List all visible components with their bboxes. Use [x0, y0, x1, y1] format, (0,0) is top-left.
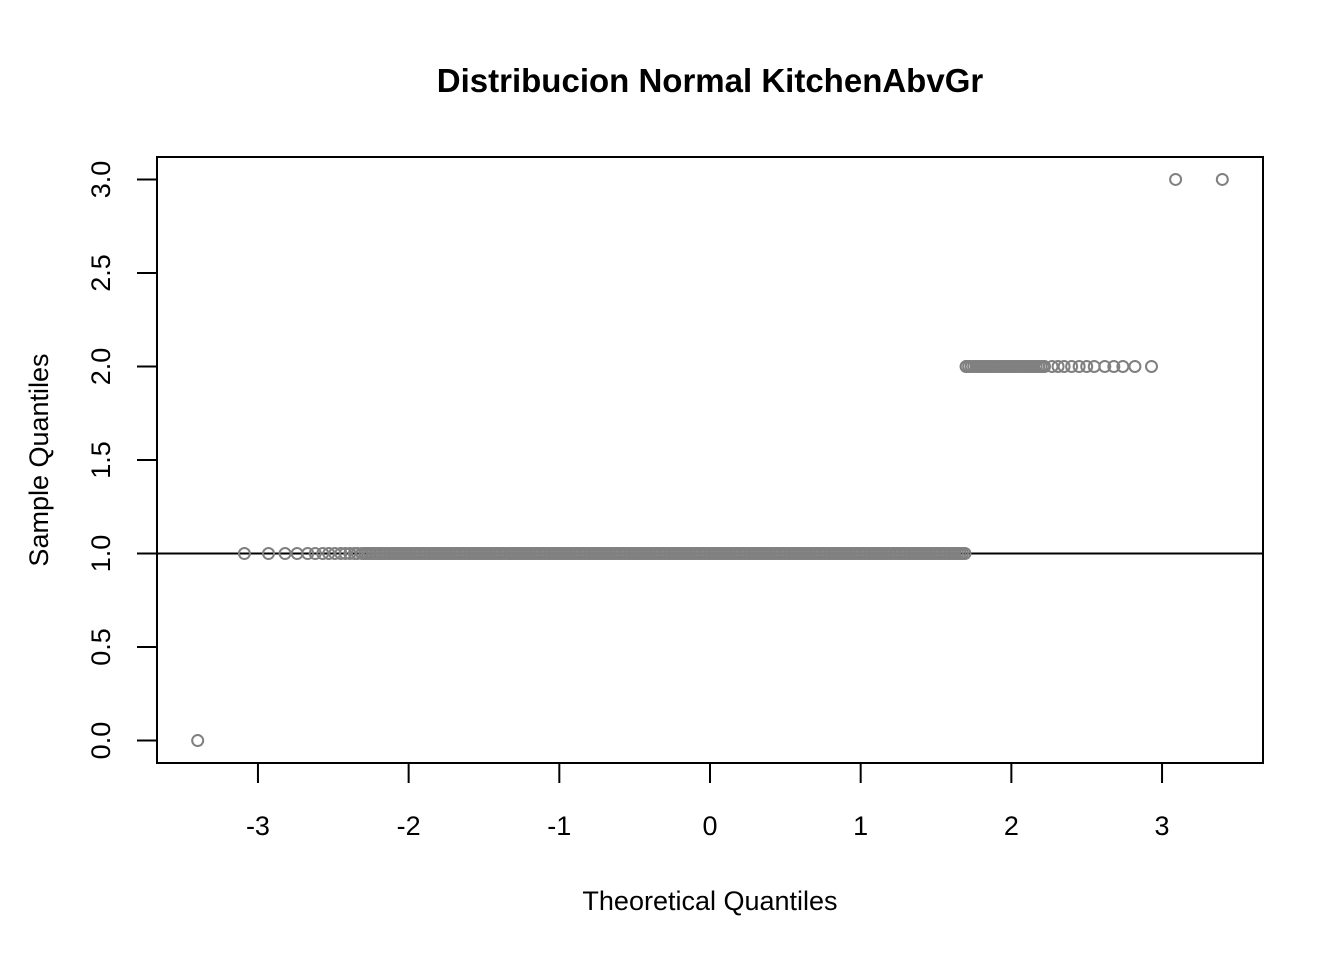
data-point — [1215, 172, 1229, 186]
x-axis: -3 -2 -1 0 1 2 3 — [246, 762, 1170, 841]
y-tick-label: 0.5 — [86, 628, 116, 666]
y-axis: 0.0 0.5 1.0 1.5 2.0 2.5 3.0 — [86, 161, 158, 760]
x-tick-label: -2 — [397, 811, 421, 841]
data-point — [308, 547, 322, 561]
x-tick-label: 1 — [853, 811, 868, 841]
y-tick-label: 0.0 — [86, 722, 116, 760]
data-point — [1057, 359, 1071, 373]
data-point — [958, 547, 972, 561]
data-point — [1045, 359, 1059, 373]
data-point — [237, 547, 251, 561]
y-tick-label: 1.5 — [86, 441, 116, 479]
x-tick-label: 2 — [1004, 811, 1019, 841]
x-tick-label: 0 — [702, 811, 717, 841]
data-point — [1065, 359, 1079, 373]
chart-title: Distribucion Normal KitchenAbvGr — [437, 62, 984, 99]
data-point — [1038, 359, 1052, 373]
plot-frame — [156, 156, 1264, 764]
x-axis-title: Theoretical Quantiles — [582, 886, 837, 916]
data-point — [350, 547, 364, 561]
y-tick-label: 2.5 — [86, 254, 116, 292]
data-point — [338, 547, 352, 561]
x-tick-label: -3 — [246, 811, 270, 841]
data-point — [1144, 359, 1158, 373]
data-point — [1080, 359, 1094, 373]
data-point — [322, 547, 336, 561]
data-point — [301, 547, 315, 561]
data-points — [191, 172, 1229, 748]
data-point — [343, 547, 357, 561]
data-point — [1087, 359, 1101, 373]
x-tick-label: -1 — [547, 811, 571, 841]
data-point — [262, 547, 276, 561]
y-tick-label: 1.0 — [86, 535, 116, 573]
y-tick-label: 2.0 — [86, 348, 116, 386]
data-point — [1072, 359, 1086, 373]
y-axis-title: Sample Quantiles — [24, 353, 54, 566]
data-point — [1128, 359, 1142, 373]
data-point — [1116, 359, 1130, 373]
data-point — [959, 359, 973, 373]
y-tick-label: 3.0 — [86, 161, 116, 199]
data-point — [191, 734, 205, 748]
data-point — [1051, 359, 1065, 373]
data-point — [1107, 359, 1121, 373]
data-point — [316, 547, 330, 561]
data-point — [358, 547, 372, 561]
x-tick-label: 3 — [1155, 811, 1170, 841]
data-point — [1169, 172, 1183, 186]
data-point — [1098, 359, 1112, 373]
data-point — [278, 547, 292, 561]
data-point — [334, 547, 348, 561]
